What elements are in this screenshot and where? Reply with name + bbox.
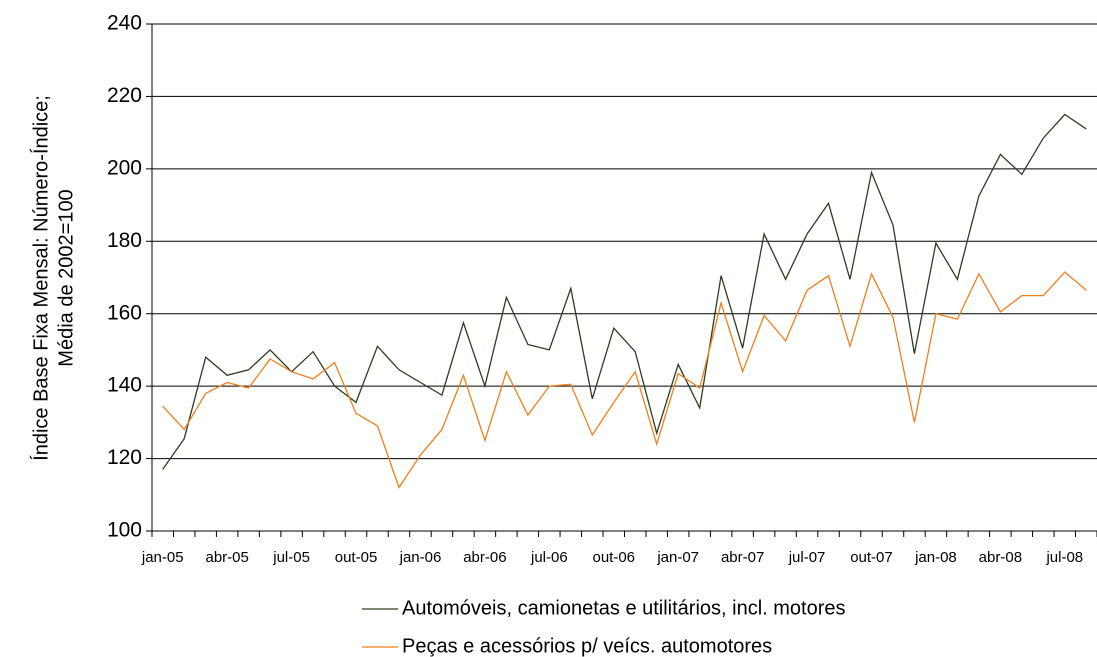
x-tick-label: out-07 <box>850 549 893 566</box>
y-tick-label: 180 <box>107 229 142 252</box>
x-tick-label: abr-06 <box>463 549 506 566</box>
x-tick-label: jan-05 <box>141 549 184 566</box>
y-tick-label: 240 <box>107 12 142 35</box>
y-tick-label: 100 <box>107 519 142 542</box>
series-line <box>162 271 1087 489</box>
y-axis-label: Índice Base Fixa Mensal: Número-Índice; <box>29 95 52 461</box>
x-tick-label: jan-07 <box>656 549 699 566</box>
x-tick-label: abr-05 <box>205 549 248 566</box>
x-tick-label: jul-05 <box>272 549 310 566</box>
legend-label: Automóveis, camionetas e utilitários, in… <box>402 597 846 619</box>
x-tick-label: jan-08 <box>914 549 957 566</box>
y-tick-label: 160 <box>107 301 142 324</box>
y-tick-label: 120 <box>107 446 142 469</box>
x-tick-label: jul-06 <box>530 549 568 566</box>
x-tick-label: out-06 <box>592 549 635 566</box>
x-tick-label: abr-07 <box>721 549 764 566</box>
legend-label: Peças e acessórios p/ veícs. automotores <box>402 635 772 657</box>
y-tick-label: 220 <box>107 84 142 107</box>
x-tick-label: jul-07 <box>788 549 826 566</box>
x-tick-label: jan-06 <box>399 549 442 566</box>
x-tick-label: jul-08 <box>1045 549 1083 566</box>
x-tick-label: out-05 <box>335 549 378 566</box>
x-tick-label: abr-08 <box>979 549 1022 566</box>
y-tick-label: 200 <box>107 156 142 179</box>
y-axis-label: Média de 2002=100 <box>55 189 77 366</box>
series-line <box>162 113 1087 470</box>
y-tick-label: 140 <box>107 374 142 397</box>
